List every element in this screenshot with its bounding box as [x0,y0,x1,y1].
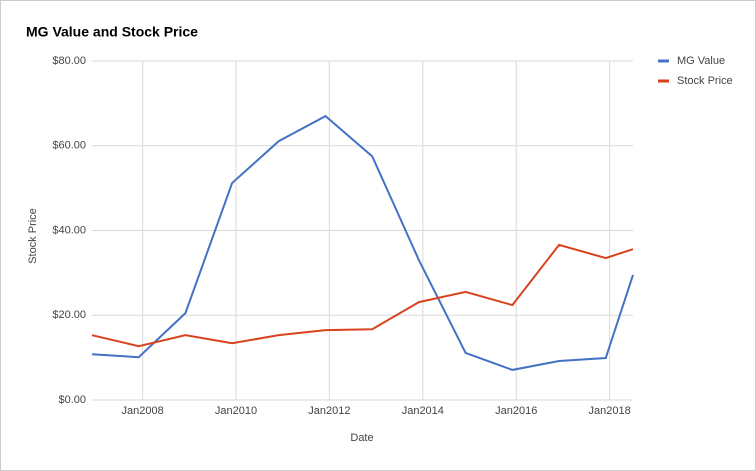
x-axis-title: Date [350,432,373,444]
series-line [91,114,634,371]
y-tick-label: $0.00 [58,394,86,406]
x-tick-label: Jan2010 [215,405,257,417]
legend-label: Stock Price [677,75,733,87]
x-tick-label: Jan2014 [402,405,444,417]
y-tick-label: $80.00 [52,55,86,67]
x-tick-label: Jan2012 [308,405,350,417]
x-tick-label: Jan2016 [495,405,537,417]
y-axis-title: Stock Price [27,208,39,264]
x-tick-label: Jan2008 [121,405,163,417]
x-tick-label: Jan2018 [589,405,631,417]
chart-title: MG Value and Stock Price [26,24,198,40]
y-tick-label: $40.00 [52,224,86,236]
series-line [91,243,634,348]
y-tick-label: $60.00 [52,140,86,152]
legend-label: MG Value [677,55,725,67]
y-tick-label: $20.00 [52,309,86,321]
